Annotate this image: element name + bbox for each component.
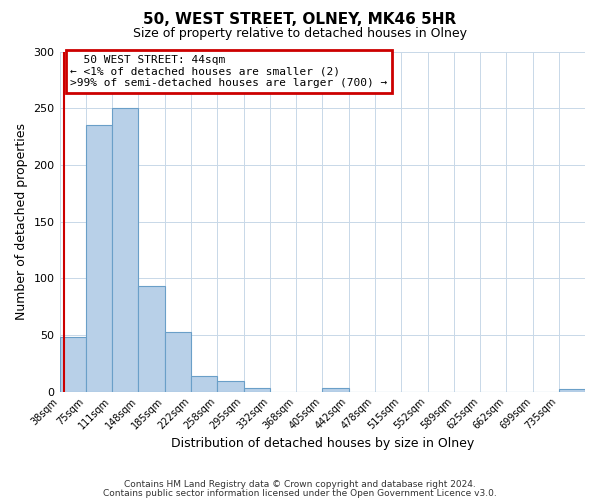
Text: Size of property relative to detached houses in Olney: Size of property relative to detached ho… <box>133 28 467 40</box>
Y-axis label: Number of detached properties: Number of detached properties <box>15 123 28 320</box>
Bar <box>138 286 165 392</box>
Bar <box>86 125 112 392</box>
Text: 50, WEST STREET, OLNEY, MK46 5HR: 50, WEST STREET, OLNEY, MK46 5HR <box>143 12 457 28</box>
Text: Contains HM Land Registry data © Crown copyright and database right 2024.: Contains HM Land Registry data © Crown c… <box>124 480 476 489</box>
Text: Contains public sector information licensed under the Open Government Licence v3: Contains public sector information licen… <box>103 488 497 498</box>
Bar <box>59 337 86 392</box>
X-axis label: Distribution of detached houses by size in Olney: Distribution of detached houses by size … <box>170 437 474 450</box>
Bar <box>165 332 191 392</box>
Bar <box>559 390 585 392</box>
Bar <box>191 376 217 392</box>
Bar <box>244 388 270 392</box>
Bar <box>217 382 244 392</box>
Bar <box>112 108 138 392</box>
Bar <box>322 388 349 392</box>
Text: 50 WEST STREET: 44sqm
← <1% of detached houses are smaller (2)
>99% of semi-deta: 50 WEST STREET: 44sqm ← <1% of detached … <box>70 55 388 88</box>
